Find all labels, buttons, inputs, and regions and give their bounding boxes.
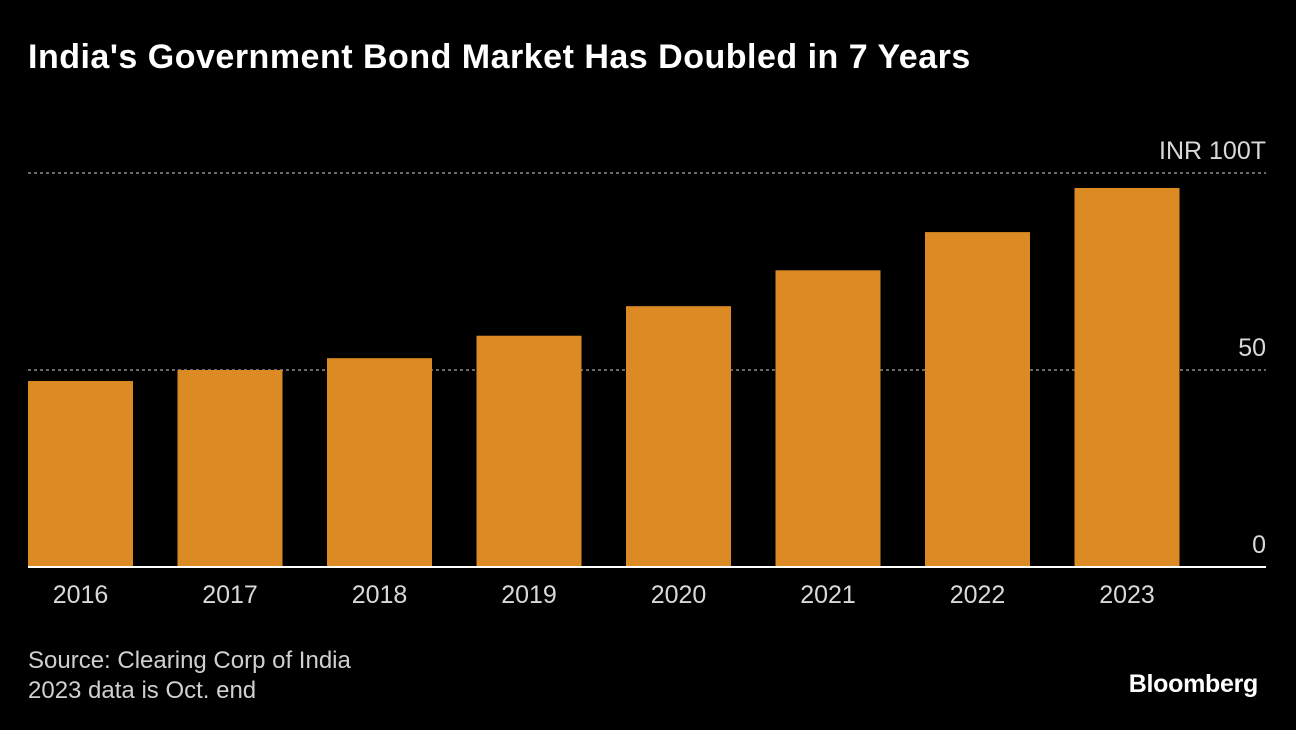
x-tick-label: 2018 — [352, 581, 408, 609]
x-tick-label: 2016 — [53, 581, 109, 609]
x-tick-label: 2023 — [1099, 581, 1155, 609]
x-tick-label: 2019 — [501, 581, 557, 609]
bloomberg-logo: Bloomberg — [1128, 670, 1259, 698]
data-note: 2023 data is Oct. end — [28, 677, 257, 704]
bar-2022 — [925, 232, 1030, 567]
bar-2018 — [327, 358, 432, 567]
axes: 0 50 INR 100T 2016 2017 2018 2019 2020 2021 2022 2… — [28, 137, 1266, 609]
bar-2016 — [28, 381, 133, 567]
y-tick-label: 50 — [1238, 334, 1266, 362]
x-tick-label: 2020 — [651, 581, 707, 609]
x-tick-label: 2022 — [950, 581, 1006, 609]
y-tick-label: INR 100T — [1159, 137, 1266, 165]
bar-2023 — [1074, 187, 1180, 568]
x-tick-label: 2017 — [202, 581, 258, 609]
y-tick-label: 0 — [1252, 531, 1266, 559]
bar-chart: 0 50 INR 100T 2016 2017 2018 2019 2020 2021 2022 2… — [28, 137, 1266, 609]
bar-2020 — [626, 306, 731, 567]
chart-footer: Source: Clearing Corp of India 2023 data… — [28, 646, 351, 706]
bar-2017 — [177, 370, 283, 567]
bar-2021 — [775, 270, 881, 567]
bars — [28, 187, 1180, 568]
chart-title: India's Government Bond Market Has Doubl… — [28, 38, 971, 76]
bar-2019 — [476, 335, 582, 567]
source-note: Source: Clearing Corp of India — [28, 647, 351, 674]
x-tick-label: 2021 — [800, 581, 856, 609]
